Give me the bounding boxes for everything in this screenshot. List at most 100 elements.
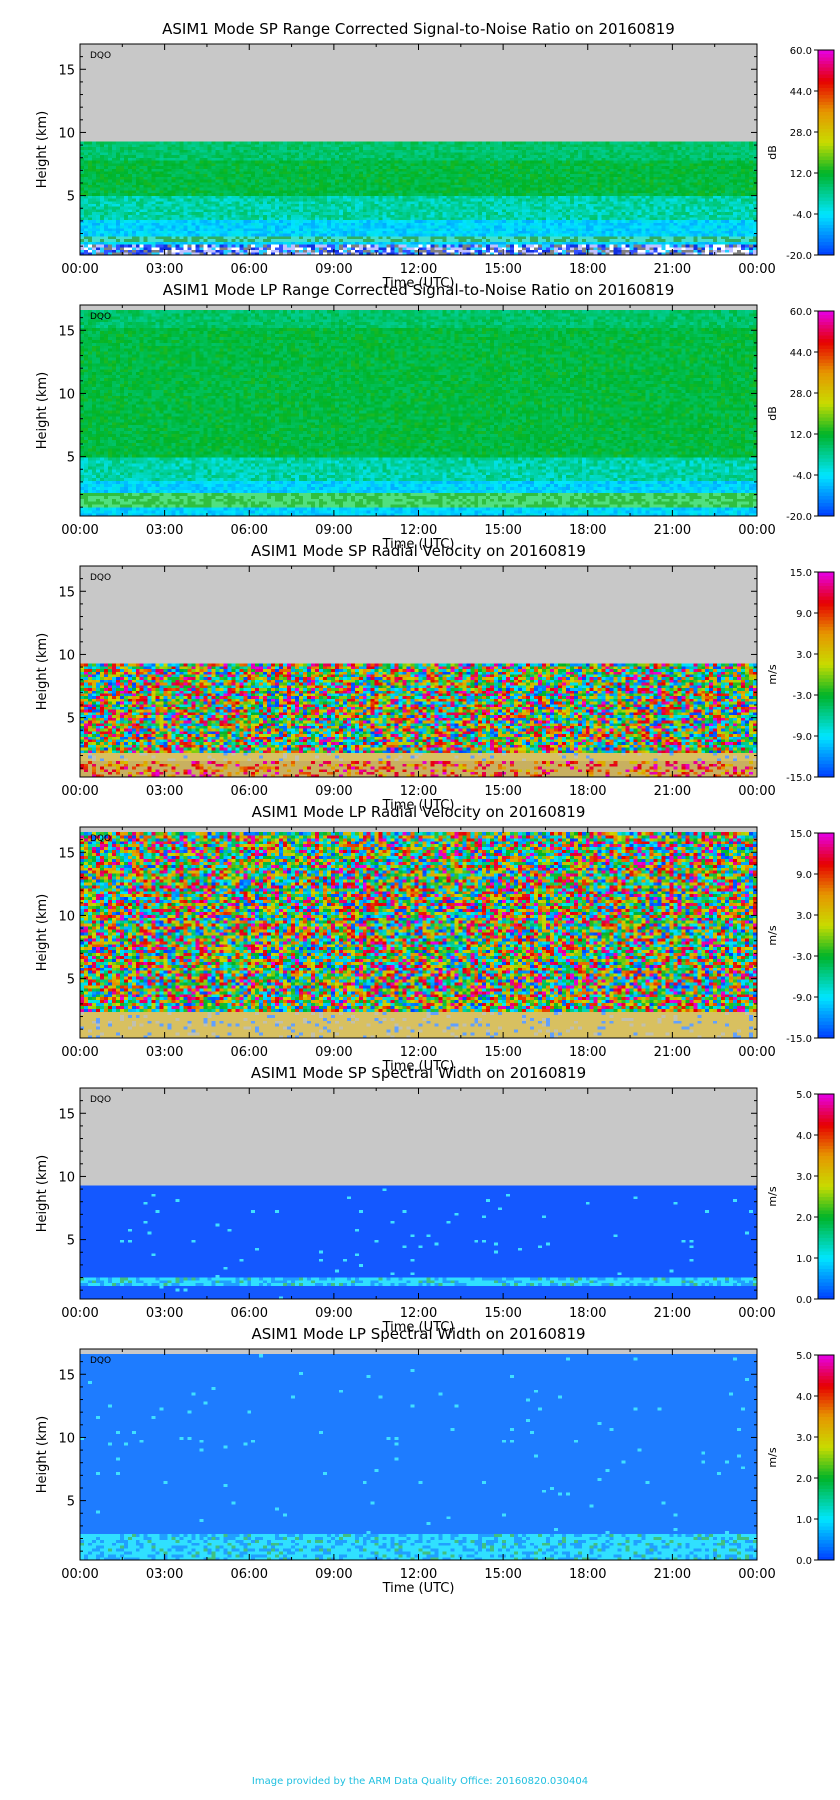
- heatmap-cell: [235, 179, 240, 183]
- heatmap-cell: [577, 238, 583, 242]
- heatmap-cell: [354, 217, 360, 221]
- heatmap-cell: [155, 198, 161, 202]
- heatmap-cell: [358, 187, 364, 191]
- heatmap-cell: [87, 176, 93, 180]
- heatmap-cell: [326, 214, 332, 218]
- heatmap-cell: [466, 241, 471, 245]
- heatmap-cell: [119, 198, 125, 202]
- heatmap-cell: [179, 192, 184, 196]
- heatmap-cell: [159, 184, 165, 188]
- heatmap-cell: [115, 200, 121, 204]
- heatmap-cell: [287, 187, 292, 191]
- heatmap-cell: [470, 198, 475, 202]
- heatmap-cell: [530, 246, 535, 250]
- heatmap-cell: [637, 179, 642, 183]
- heatmap-cell: [617, 211, 622, 215]
- heatmap-cell: [685, 227, 690, 232]
- heatmap-cell: [370, 241, 376, 245]
- heatmap-cell: [259, 187, 264, 191]
- heatmap-cell: [737, 225, 742, 229]
- heatmap-cell: [717, 187, 722, 191]
- heatmap-cell: [183, 200, 188, 204]
- heatmap-cell: [597, 208, 603, 213]
- heatmap-cell: [358, 219, 364, 223]
- heatmap-cell: [577, 179, 583, 183]
- heatmap-cell: [306, 208, 312, 213]
- heatmap-cell: [398, 233, 403, 237]
- heatmap-cell: [537, 236, 543, 240]
- heatmap-cell: [342, 244, 348, 248]
- heatmap-cell: [498, 230, 503, 234]
- heatmap-cell: [378, 222, 384, 226]
- heatmap-cell: [211, 233, 216, 237]
- heatmap-cell: [753, 214, 758, 218]
- heatmap-cell: [573, 219, 579, 223]
- heatmap-cell: [541, 198, 547, 202]
- heatmap-cell: [267, 195, 272, 199]
- heatmap-cell: [382, 222, 388, 226]
- heatmap-cell: [299, 211, 304, 215]
- heatmap-cell: [295, 238, 300, 242]
- heatmap-cell: [709, 179, 714, 183]
- heatmap-cell: [398, 244, 403, 248]
- heatmap-cell: [87, 252, 93, 256]
- heatmap-cell: [402, 252, 407, 256]
- heatmap-cell: [322, 176, 328, 180]
- heatmap-cell: [135, 184, 141, 188]
- heatmap-cell: [147, 184, 153, 188]
- heatmap-cell: [283, 230, 288, 234]
- heatmap-cell: [482, 252, 487, 256]
- heatmap-cell: [267, 187, 272, 191]
- heatmap-cell: [390, 236, 395, 240]
- heatmap-cell: [231, 238, 236, 242]
- heatmap-cell: [390, 233, 395, 237]
- heatmap-cell: [398, 187, 403, 191]
- heatmap-cell: [657, 187, 662, 191]
- heatmap-cell: [641, 217, 646, 221]
- heatmap-cell: [139, 236, 145, 240]
- heatmap-cell: [494, 176, 499, 180]
- heatmap-cell: [693, 241, 698, 245]
- heatmap-cell: [689, 190, 694, 194]
- heatmap-cell: [171, 184, 176, 188]
- heatmap-cell: [147, 203, 153, 207]
- heatmap-cell: [326, 227, 332, 232]
- heatmap-cell: [374, 179, 380, 183]
- heatmap-cell: [502, 225, 507, 229]
- heatmap-cell: [267, 176, 272, 180]
- heatmap-cell: [179, 225, 184, 229]
- heatmap-cell: [577, 219, 583, 223]
- heatmap-cell: [581, 192, 587, 196]
- heatmap-cell: [717, 214, 722, 218]
- heatmap-cell: [334, 187, 340, 191]
- heatmap-cell: [299, 225, 304, 229]
- heatmap-cell: [187, 217, 192, 221]
- heatmap-cell: [91, 219, 97, 223]
- heatmap-cell: [549, 206, 555, 210]
- heatmap-cell: [549, 225, 555, 229]
- heatmap-cell: [653, 184, 658, 188]
- heatmap-cell: [422, 214, 427, 218]
- heatmap-cell: [187, 195, 192, 199]
- heatmap-cell: [502, 214, 507, 218]
- heatmap-cell: [637, 206, 642, 210]
- heatmap-cell: [478, 214, 483, 218]
- heatmap-cell: [426, 222, 431, 226]
- heatmap-cell: [338, 233, 344, 237]
- heatmap-cell: [402, 222, 407, 226]
- heatmap-cell: [450, 190, 455, 194]
- heatmap-cell: [549, 249, 555, 253]
- heatmap-cell: [557, 225, 563, 229]
- heatmap-cell: [502, 241, 507, 245]
- heatmap-cell: [633, 230, 638, 234]
- heatmap-cell: [243, 206, 248, 210]
- heatmap-cell: [737, 219, 742, 223]
- heatmap-cell: [310, 195, 316, 199]
- heatmap-cell: [629, 241, 634, 245]
- heatmap-cell: [406, 198, 411, 202]
- heatmap-cell: [143, 233, 149, 237]
- heatmap-cell: [593, 208, 599, 213]
- heatmap-cell: [139, 222, 145, 226]
- heatmap-cell: [342, 214, 348, 218]
- heatmap-cell: [414, 190, 419, 194]
